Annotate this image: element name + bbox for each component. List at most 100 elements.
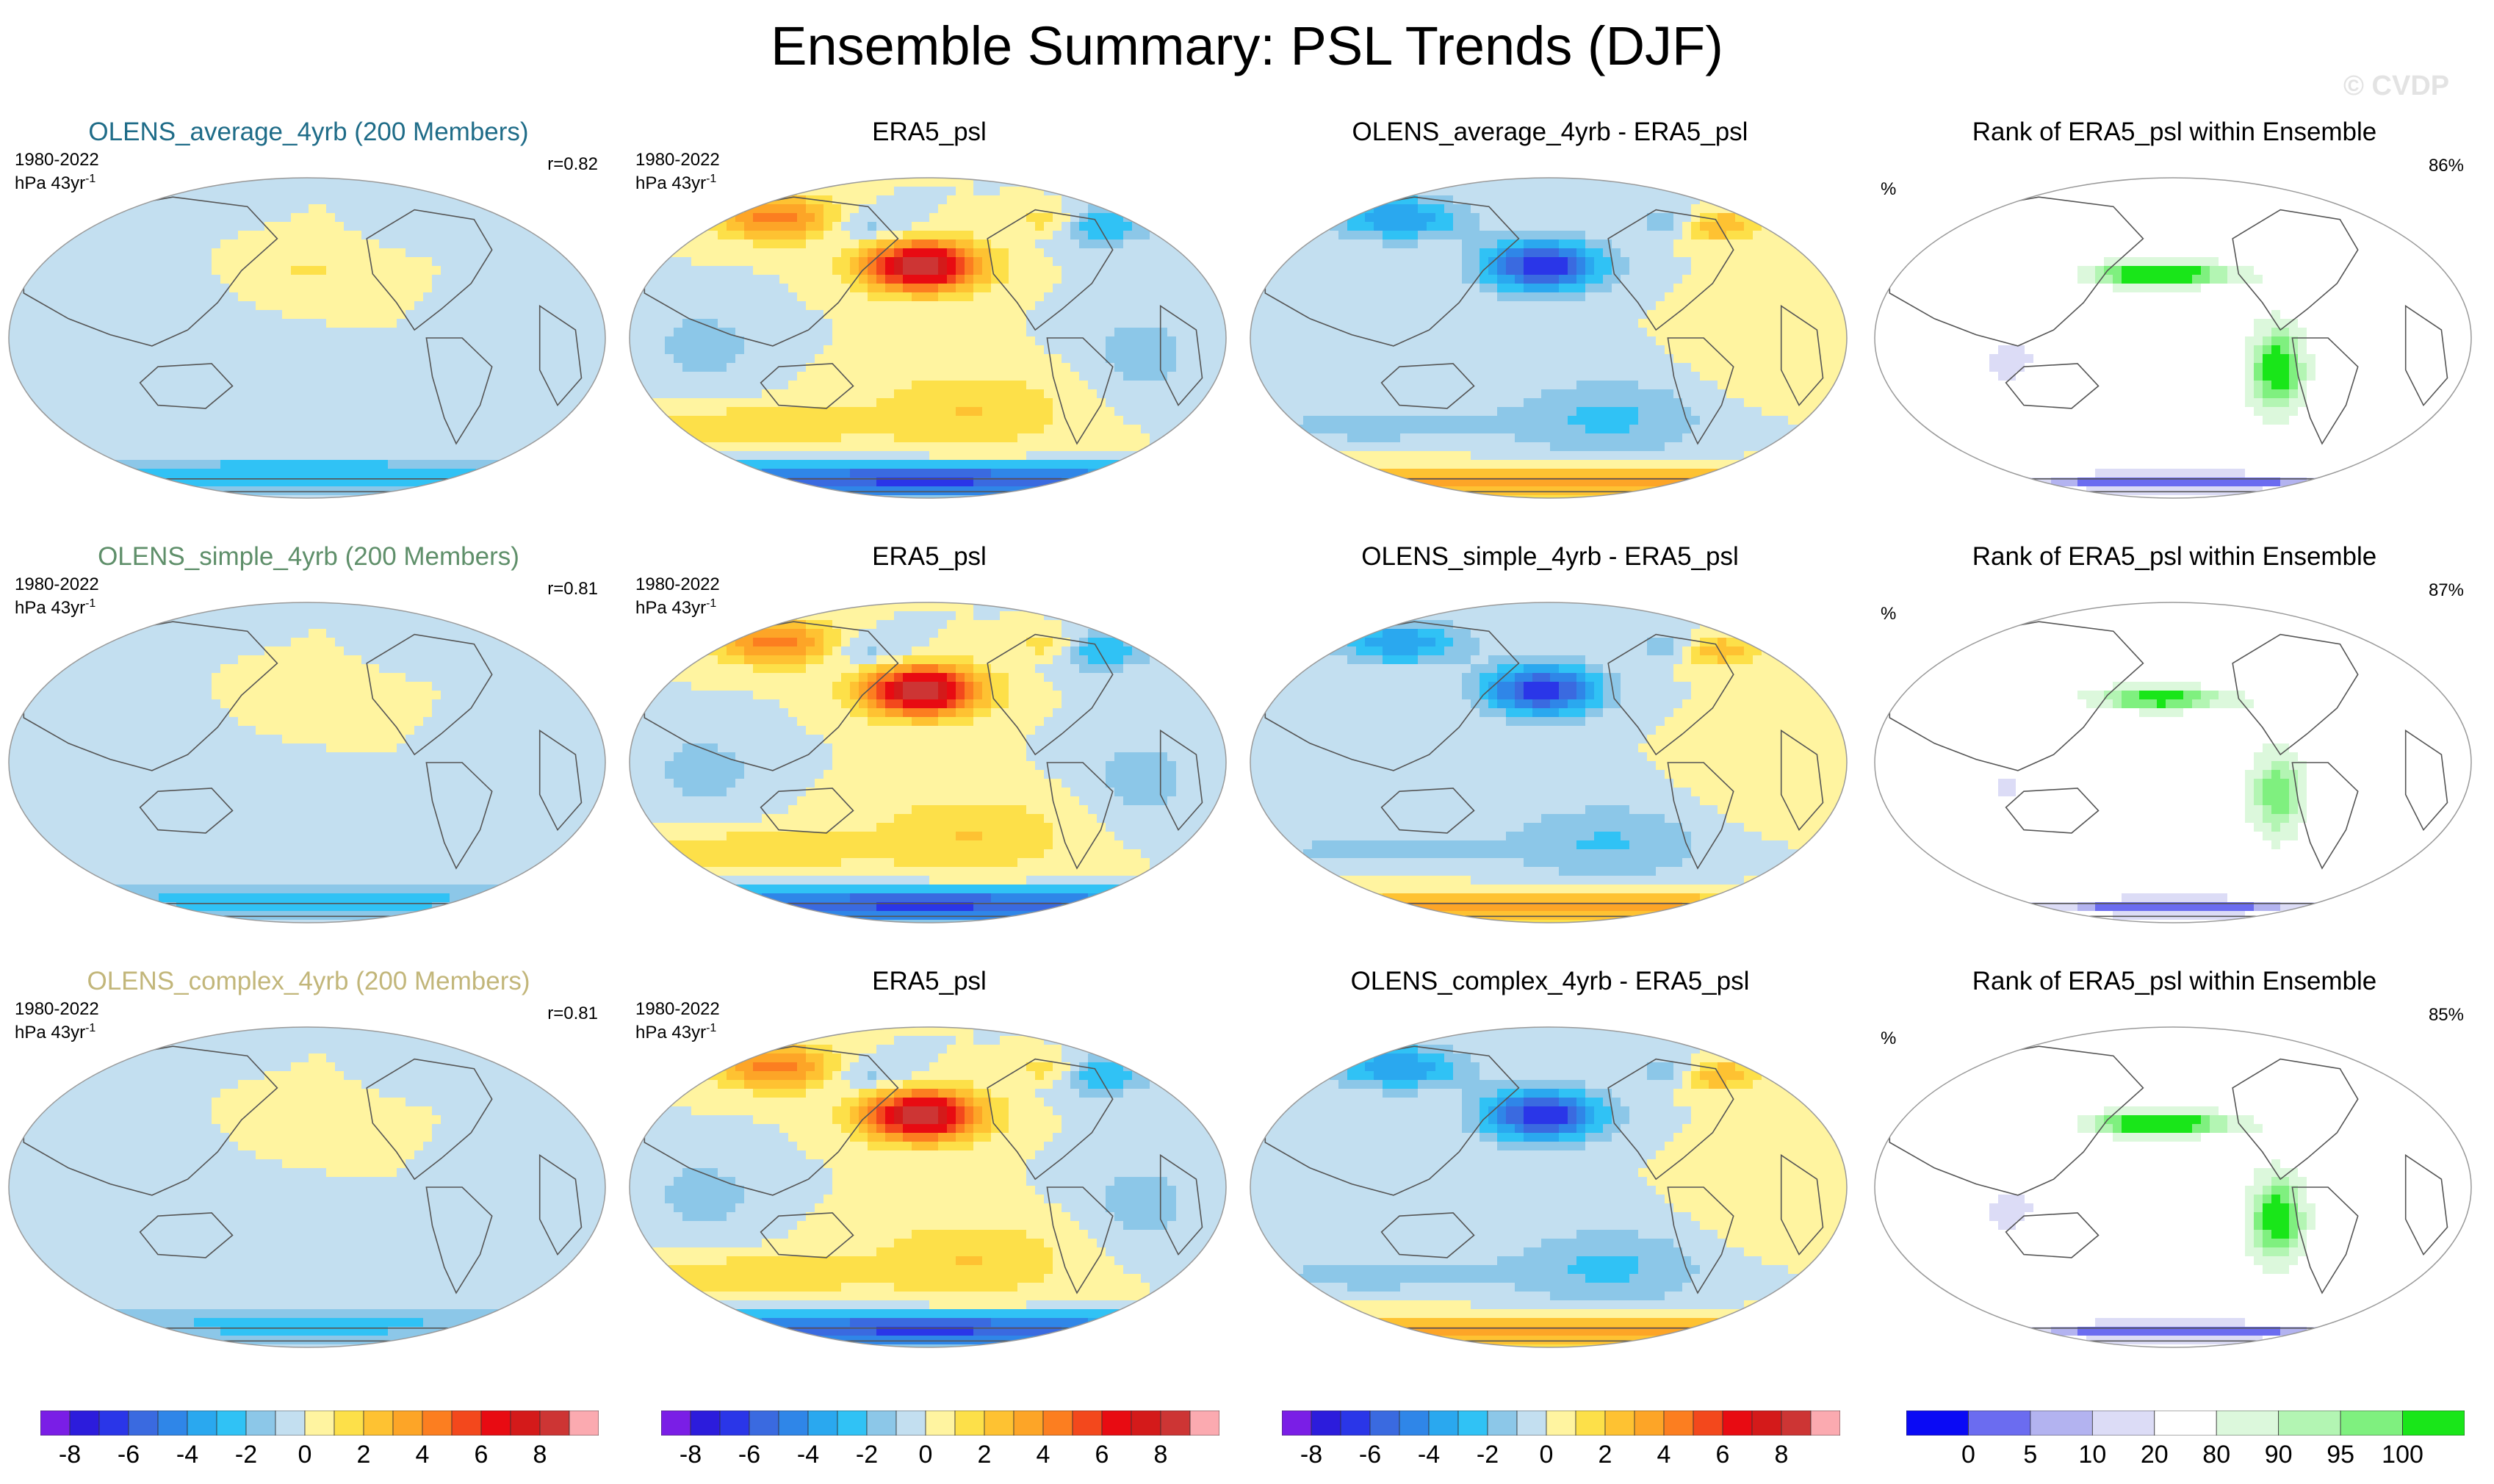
field-cell — [1744, 292, 1754, 302]
field-cell — [555, 301, 565, 311]
field-cell — [762, 407, 771, 417]
field-cell — [991, 381, 1001, 390]
field-cell — [353, 195, 362, 205]
field-cell — [1709, 257, 1718, 267]
field-cell — [379, 213, 389, 223]
field-cell — [709, 231, 718, 240]
field-cell — [1735, 248, 1745, 258]
field-cell — [361, 416, 371, 425]
field-cell — [97, 266, 107, 275]
field-cell — [115, 363, 124, 372]
field-cell — [1035, 239, 1045, 249]
field-cell — [1515, 257, 1524, 267]
field-cell — [973, 275, 983, 284]
field-cell — [815, 389, 824, 399]
field-cell — [282, 187, 292, 196]
field-cell — [709, 301, 718, 311]
field-cell — [1330, 310, 1339, 320]
field-cell — [273, 381, 283, 390]
field-cell — [88, 319, 98, 328]
field-cell — [502, 345, 512, 355]
field-cell — [247, 381, 256, 390]
field-cell — [300, 222, 309, 231]
field-cell — [1506, 222, 1515, 231]
field-cell — [832, 213, 842, 223]
field-cell — [1044, 222, 1053, 231]
field-cell — [771, 284, 780, 293]
field-cell — [1035, 381, 1045, 390]
field-cell — [912, 345, 921, 355]
field-cell — [700, 354, 710, 364]
field-cell — [815, 178, 824, 187]
field-cell — [353, 416, 362, 425]
field-cell — [991, 257, 1001, 267]
field-cell — [1070, 354, 1080, 364]
field-cell — [1097, 425, 1106, 434]
field-cell — [868, 248, 877, 258]
field-cell — [1053, 460, 1062, 469]
field-cell — [1158, 345, 1168, 355]
field-cell — [344, 389, 353, 399]
field-cell — [1550, 301, 1560, 311]
field-cell — [62, 319, 71, 328]
field-cell — [379, 239, 389, 249]
field-cell — [494, 389, 503, 399]
field-cell — [815, 275, 824, 284]
field-cell — [1444, 292, 1454, 302]
field-cell — [326, 275, 336, 284]
field-cell — [727, 284, 736, 293]
field-cell — [718, 266, 727, 275]
field-cell — [229, 389, 239, 399]
field-cell — [44, 389, 54, 399]
field-cell — [317, 275, 327, 284]
field-cell — [309, 407, 318, 417]
field-cell — [379, 381, 389, 390]
field-cell — [423, 469, 433, 478]
field-cell — [1150, 372, 1159, 381]
field-cell — [1000, 372, 1009, 381]
field-cell — [1132, 381, 1142, 390]
field-cell — [167, 222, 177, 231]
field-cell — [859, 248, 868, 258]
field-cell — [1718, 257, 1727, 267]
field-cell — [1453, 213, 1463, 223]
field-cell — [467, 451, 477, 461]
field-cell — [317, 372, 327, 381]
field-cell — [1123, 301, 1133, 311]
field-cell — [779, 354, 789, 364]
field-cell — [9, 381, 18, 390]
field-cell — [1123, 354, 1133, 364]
field-cell — [850, 195, 859, 205]
field-cell — [1594, 178, 1604, 187]
field-cell — [282, 389, 292, 399]
field-cell — [397, 222, 406, 231]
field-cell — [1788, 257, 1798, 267]
field-cell — [832, 381, 842, 390]
field-cell — [361, 469, 371, 478]
field-cell — [700, 284, 710, 293]
field-cell — [450, 310, 459, 320]
field-cell — [903, 345, 912, 355]
field-cell — [744, 257, 754, 267]
field-cell — [1312, 284, 1322, 293]
field-cell — [929, 425, 939, 434]
field-cell — [115, 213, 124, 223]
field-cell — [1471, 292, 1480, 302]
field-cell — [727, 372, 736, 381]
field-cell — [868, 231, 877, 240]
field-cell — [674, 407, 683, 417]
field-cell — [1374, 213, 1383, 223]
field-cell — [965, 451, 974, 461]
field-cell — [1488, 195, 1498, 205]
field-cell — [788, 469, 798, 478]
field-cell — [947, 328, 956, 337]
field-cell — [700, 301, 710, 311]
field-cell — [220, 301, 230, 311]
field-cell — [771, 416, 780, 425]
field-cell — [1114, 328, 1124, 337]
field-cell — [370, 284, 380, 293]
field-cell — [264, 275, 274, 284]
field-cell — [300, 328, 309, 337]
field-cell — [1114, 354, 1124, 364]
field-cell — [423, 328, 433, 337]
